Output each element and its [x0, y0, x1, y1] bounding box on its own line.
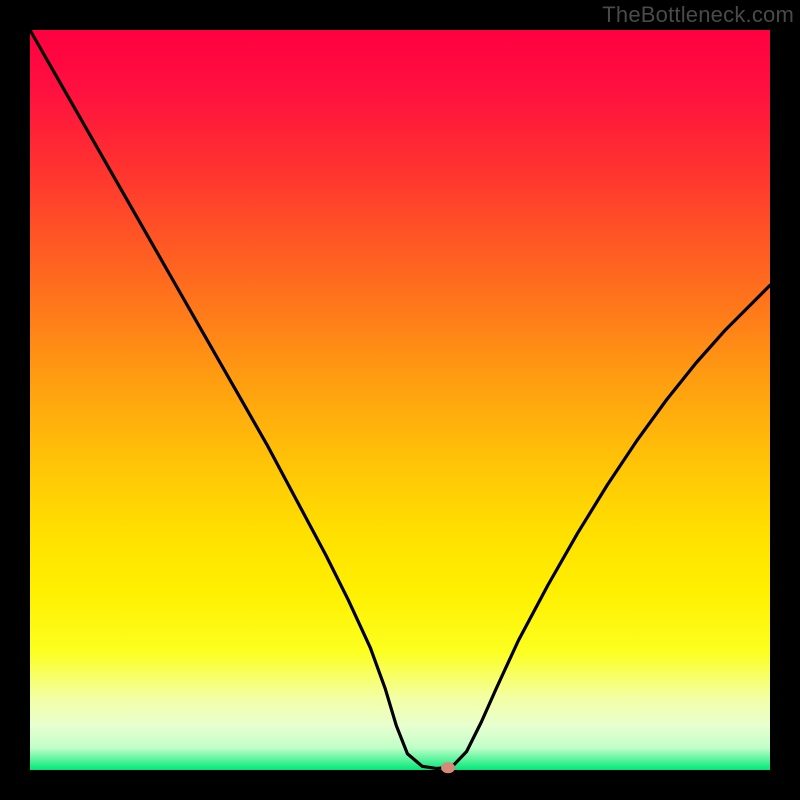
optimal-marker [441, 762, 455, 773]
chart-background [30, 30, 770, 770]
bottleneck-chart [0, 0, 800, 800]
attribution-label: TheBottleneck.com [602, 2, 794, 28]
